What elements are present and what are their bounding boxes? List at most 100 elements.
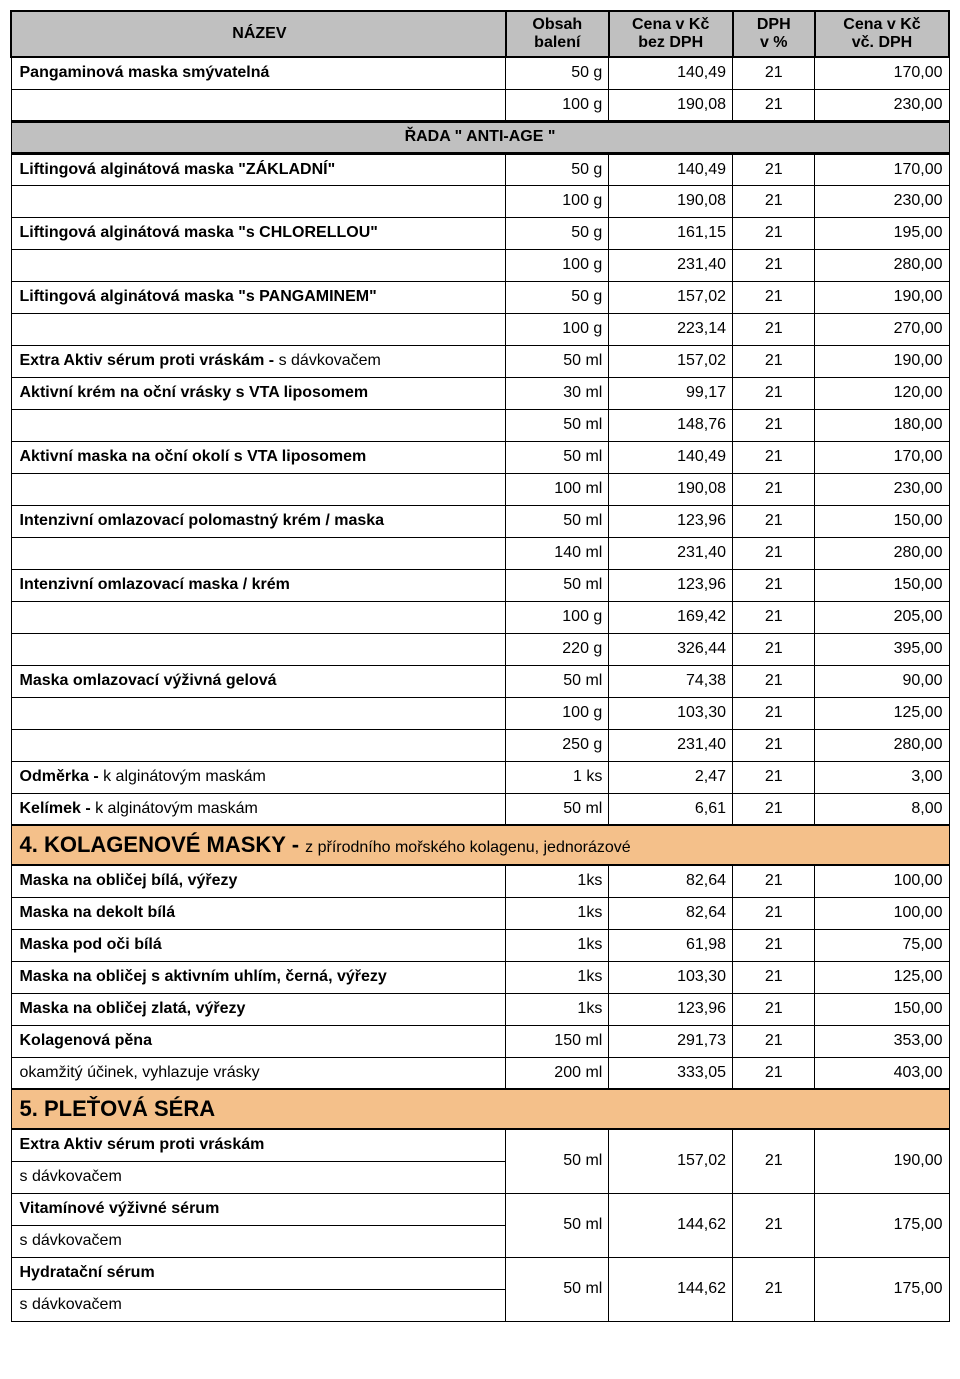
pack-cell: 50 ml — [506, 1193, 609, 1257]
total-cell: 280,00 — [815, 729, 949, 761]
vat-cell: 21 — [733, 897, 815, 929]
total-cell: 190,00 — [815, 345, 949, 377]
price-cell: 190,08 — [609, 473, 733, 505]
product-name — [11, 473, 506, 505]
total-cell: 150,00 — [815, 569, 949, 601]
pack-cell: 100 g — [506, 249, 609, 281]
pack-cell: 50 ml — [506, 1257, 609, 1321]
header-price: Cena v Kčbez DPH — [609, 11, 733, 57]
total-cell: 180,00 — [815, 409, 949, 441]
product-name-sub: s dávkovačem — [11, 1161, 506, 1193]
pack-cell: 1ks — [506, 897, 609, 929]
vat-cell: 21 — [733, 281, 815, 313]
price-cell: 231,40 — [609, 729, 733, 761]
vat-cell: 21 — [733, 377, 815, 409]
pack-cell: 30 ml — [506, 377, 609, 409]
price-cell: 157,02 — [609, 281, 733, 313]
product-name-sub: s dávkovačem — [11, 1289, 506, 1321]
total-cell: 175,00 — [815, 1257, 949, 1321]
vat-cell: 21 — [733, 345, 815, 377]
pack-cell: 50 ml — [506, 409, 609, 441]
vat-cell: 21 — [733, 89, 815, 121]
price-cell: 231,40 — [609, 537, 733, 569]
vat-cell: 21 — [733, 505, 815, 537]
vat-cell: 21 — [733, 1129, 815, 1193]
header-pack: Obsahbalení — [506, 11, 609, 57]
product-name — [11, 729, 506, 761]
product-name: Maska na obličej zlatá, výřezy — [11, 993, 506, 1025]
vat-cell: 21 — [733, 929, 815, 961]
product-name — [11, 601, 506, 633]
vat-cell: 21 — [733, 961, 815, 993]
price-cell: 2,47 — [609, 761, 733, 793]
vat-cell: 21 — [733, 185, 815, 217]
total-cell: 100,00 — [815, 865, 949, 897]
product-name: Aktivní krém na oční vrásky s VTA liposo… — [11, 377, 506, 409]
total-cell: 270,00 — [815, 313, 949, 345]
pack-cell: 100 g — [506, 185, 609, 217]
product-name — [11, 89, 506, 121]
vat-cell: 21 — [733, 1193, 815, 1257]
vat-cell: 21 — [733, 249, 815, 281]
vat-cell: 21 — [733, 601, 815, 633]
product-name — [11, 249, 506, 281]
product-name: Aktivní maska na oční okolí s VTA liposo… — [11, 441, 506, 473]
total-cell: 205,00 — [815, 601, 949, 633]
price-cell: 157,02 — [609, 345, 733, 377]
total-cell: 353,00 — [815, 1025, 949, 1057]
pack-cell: 100 g — [506, 697, 609, 729]
pack-cell: 50 ml — [506, 505, 609, 537]
product-name — [11, 313, 506, 345]
price-cell: 103,30 — [609, 961, 733, 993]
price-cell: 148,76 — [609, 409, 733, 441]
vat-cell: 21 — [733, 993, 815, 1025]
pack-cell: 1 ks — [506, 761, 609, 793]
pack-cell: 50 g — [506, 57, 609, 89]
pack-cell: 50 g — [506, 217, 609, 249]
price-cell: 82,64 — [609, 897, 733, 929]
vat-cell: 21 — [733, 153, 815, 185]
pack-cell: 50 g — [506, 153, 609, 185]
pack-cell: 150 ml — [506, 1025, 609, 1057]
price-cell: 190,08 — [609, 185, 733, 217]
total-cell: 195,00 — [815, 217, 949, 249]
price-cell: 144,62 — [609, 1257, 733, 1321]
vat-cell: 21 — [733, 569, 815, 601]
total-cell: 150,00 — [815, 993, 949, 1025]
product-name — [11, 537, 506, 569]
product-name: okamžitý účinek, vyhlazuje vrásky — [11, 1057, 506, 1089]
total-cell: 90,00 — [815, 665, 949, 697]
price-cell: 223,14 — [609, 313, 733, 345]
total-cell: 170,00 — [815, 441, 949, 473]
price-cell: 103,30 — [609, 697, 733, 729]
pack-cell: 100 g — [506, 313, 609, 345]
category-header: 4. KOLAGENOVÉ MASKY - z přírodního mořsk… — [11, 825, 949, 865]
price-cell: 144,62 — [609, 1193, 733, 1257]
vat-cell: 21 — [733, 409, 815, 441]
total-cell: 150,00 — [815, 505, 949, 537]
total-cell: 75,00 — [815, 929, 949, 961]
total-cell: 230,00 — [815, 185, 949, 217]
price-cell: 161,15 — [609, 217, 733, 249]
product-name: Kolagenová pěna — [11, 1025, 506, 1057]
product-name: Hydratační sérum — [11, 1257, 506, 1289]
product-name: Extra Aktiv sérum proti vráskám - s dávk… — [11, 345, 506, 377]
header-vat: DPHv % — [733, 11, 815, 57]
total-cell: 280,00 — [815, 249, 949, 281]
pack-cell: 200 ml — [506, 1057, 609, 1089]
price-cell: 140,49 — [609, 57, 733, 89]
total-cell: 403,00 — [815, 1057, 949, 1089]
price-cell: 326,44 — [609, 633, 733, 665]
total-cell: 395,00 — [815, 633, 949, 665]
vat-cell: 21 — [733, 537, 815, 569]
section-header: ŘADA " ANTI-AGE " — [11, 121, 949, 153]
price-cell: 123,96 — [609, 993, 733, 1025]
price-cell: 123,96 — [609, 505, 733, 537]
pack-cell: 140 ml — [506, 537, 609, 569]
total-cell: 8,00 — [815, 793, 949, 825]
product-name — [11, 185, 506, 217]
product-name: Maska na obličej s aktivním uhlím, černá… — [11, 961, 506, 993]
product-name: Liftingová alginátová maska "ZÁKLADNÍ" — [11, 153, 506, 185]
pack-cell: 1ks — [506, 993, 609, 1025]
total-cell: 3,00 — [815, 761, 949, 793]
